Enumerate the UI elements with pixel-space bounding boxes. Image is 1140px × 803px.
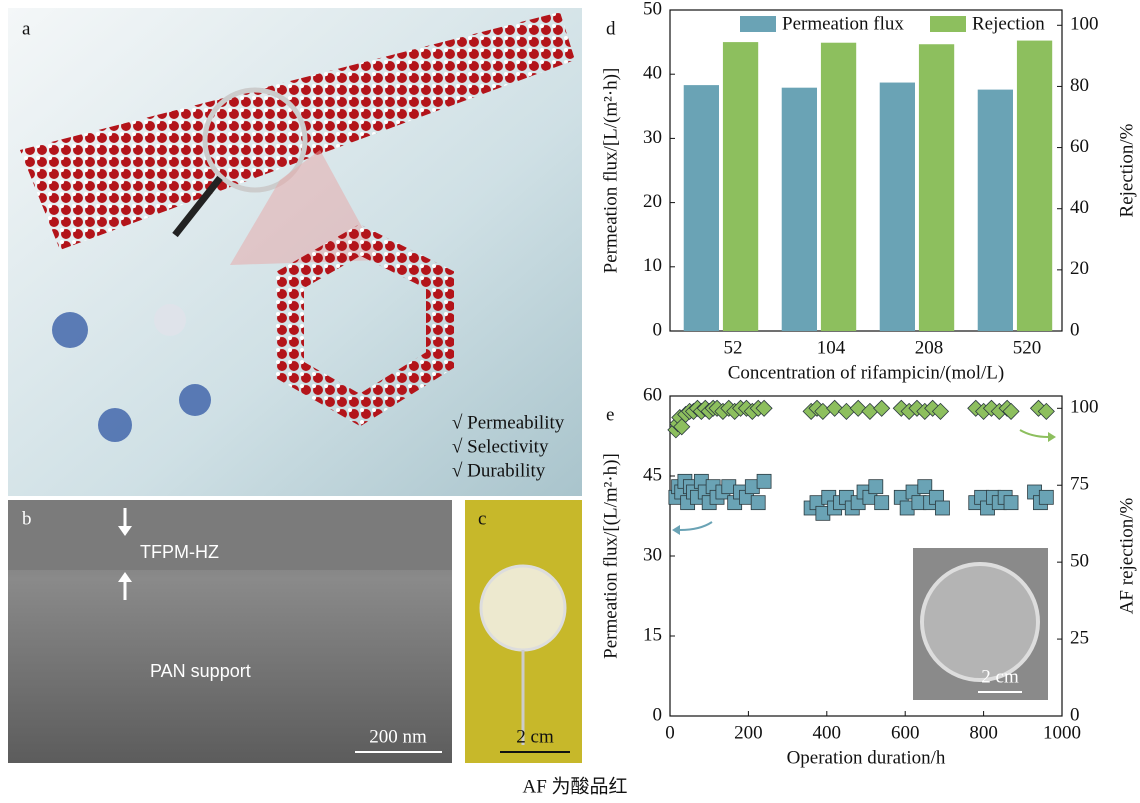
x-tick-label: 208 [915, 337, 944, 358]
y2-tick-label: 100 [1070, 14, 1099, 35]
bar [880, 83, 915, 331]
panel-label: d [606, 18, 616, 39]
molecule [154, 304, 186, 336]
legend-label: Permeation flux [782, 13, 904, 34]
note: √ Durability [452, 460, 546, 481]
y2-tick-label: 50 [1070, 551, 1089, 572]
x-tick-label: 200 [734, 722, 763, 743]
molecule [179, 384, 211, 416]
y2-axis-label: Rejection/% [1116, 123, 1137, 217]
x-axis-label: Concentration of rifampicin/(mol/L) [728, 362, 1004, 383]
note: √ Permeability [452, 412, 565, 433]
figure: a √ Permeability √ Selectivity √ Durabil… [0, 0, 1140, 803]
x-tick-label: 104 [817, 337, 846, 358]
point [935, 501, 949, 515]
point [869, 480, 883, 494]
x-tick-label: 0 [665, 722, 675, 743]
y-tick-label: 10 [643, 255, 662, 276]
bar [723, 42, 758, 331]
panel-label: a [22, 18, 31, 39]
panel-b: b TFPM-HZ PAN support 200 nm [8, 500, 452, 763]
y-tick-label: 45 [643, 464, 662, 485]
axis-arrow [1020, 430, 1048, 437]
y2-tick-label: 80 [1070, 75, 1089, 96]
x-tick-label: 520 [1013, 337, 1042, 358]
y-tick-label: 30 [643, 127, 662, 148]
y2-axis-label: AF rejection/% [1116, 498, 1137, 615]
y-tick-label: 50 [643, 0, 662, 19]
y2-tick-label: 25 [1070, 627, 1089, 648]
x-tick-label: 400 [813, 722, 842, 743]
y-tick-label: 0 [653, 704, 663, 725]
legend-label: Rejection [972, 13, 1045, 34]
y2-tick-label: 40 [1070, 197, 1089, 218]
molecule [98, 408, 132, 442]
panel-c: c 2 cm [465, 500, 582, 763]
bar [782, 88, 817, 331]
y-tick-label: 15 [643, 624, 662, 645]
y-axis-label: Permeation flux/[L/(m²·h)] [600, 68, 621, 274]
selective-layer [8, 500, 452, 570]
bar [919, 44, 954, 331]
x-axis-label: Operation duration/h [787, 747, 946, 768]
support-label: PAN support [150, 661, 251, 681]
panel-label: c [478, 508, 486, 529]
bar [821, 43, 856, 331]
x-tick-label: 1000 [1043, 722, 1081, 743]
point [757, 474, 771, 488]
bar [684, 85, 719, 331]
inset-label: 2 cm [981, 666, 1019, 687]
y2-tick-label: 75 [1070, 474, 1089, 495]
axis-arrow [680, 522, 712, 530]
panel-a: a √ Permeability √ Selectivity √ Durabil… [8, 8, 582, 496]
y-tick-label: 30 [643, 544, 662, 565]
axis-arrow-head [672, 525, 680, 535]
bar [1017, 41, 1052, 331]
layer-label: TFPM-HZ [140, 542, 219, 562]
axis-arrow-head [1048, 432, 1056, 442]
y-tick-label: 20 [643, 191, 662, 212]
legend-swatch [740, 16, 776, 32]
legend-swatch [930, 16, 966, 32]
scale-label: 2 cm [516, 726, 554, 747]
scale-label: 200 nm [369, 726, 427, 747]
x-tick-label: 600 [891, 722, 920, 743]
point [875, 496, 889, 510]
x-tick-label: 800 [969, 722, 998, 743]
y2-tick-label: 20 [1070, 258, 1089, 279]
y2-tick-label: 100 [1070, 397, 1099, 418]
point [874, 400, 890, 416]
bar [978, 90, 1013, 331]
inset-membrane [922, 564, 1038, 680]
caption: AF 为酸品红 [522, 775, 627, 797]
point [850, 400, 866, 416]
point [862, 403, 878, 419]
panel-label: e [606, 404, 614, 425]
point [751, 496, 765, 510]
y-tick-label: 40 [643, 63, 662, 84]
point [838, 403, 854, 419]
note: √ Selectivity [452, 436, 549, 457]
panel-label: b [22, 508, 32, 529]
membrane-photo [481, 566, 565, 650]
y-axis-label: Permeation flux/[(L/m²·h)] [600, 453, 621, 659]
x-tick-label: 52 [724, 337, 743, 358]
y2-tick-label: 0 [1070, 319, 1080, 340]
point [827, 400, 843, 416]
y2-tick-label: 60 [1070, 136, 1089, 157]
y-tick-label: 0 [653, 319, 663, 340]
point [1039, 490, 1053, 504]
molecule [52, 312, 88, 348]
y-tick-label: 60 [643, 384, 662, 405]
point [1004, 496, 1018, 510]
